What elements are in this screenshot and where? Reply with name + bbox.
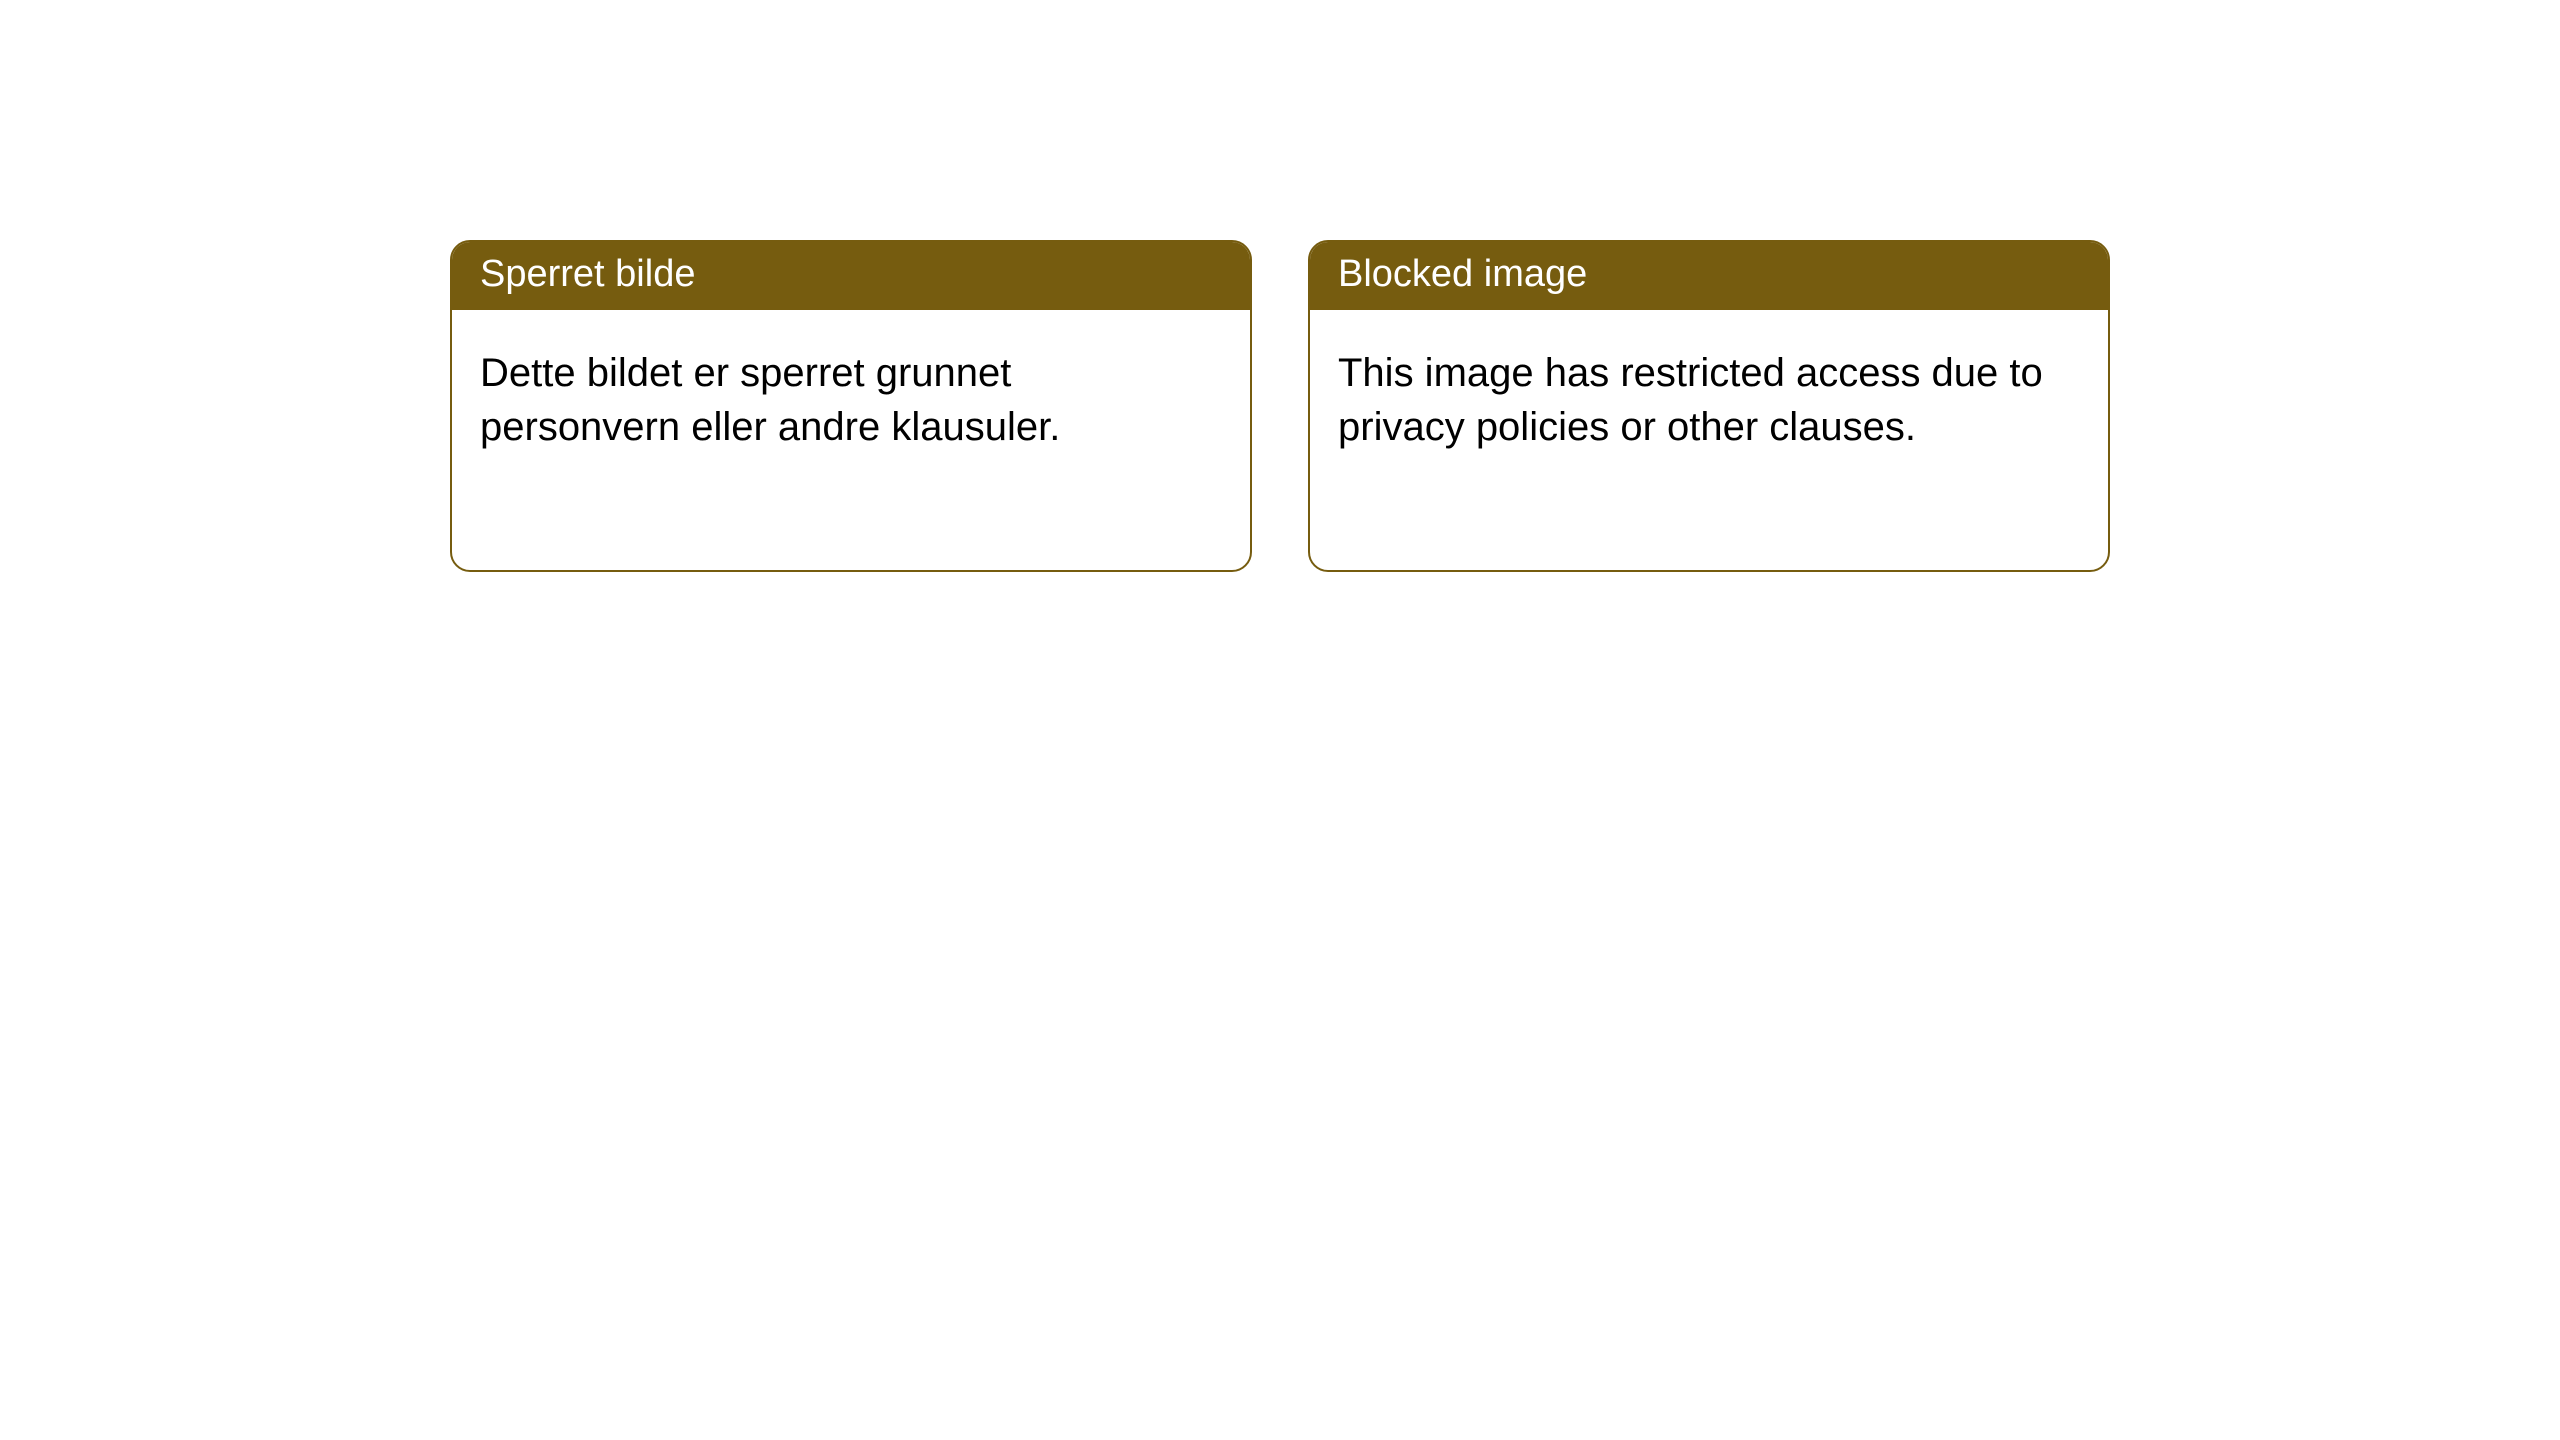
notice-body: Dette bildet er sperret grunnet personve…	[452, 310, 1250, 570]
notice-container: Sperret bilde Dette bildet er sperret gr…	[0, 0, 2560, 572]
notice-title: Sperret bilde	[452, 242, 1250, 310]
notice-card-english: Blocked image This image has restricted …	[1308, 240, 2110, 572]
notice-card-norwegian: Sperret bilde Dette bildet er sperret gr…	[450, 240, 1252, 572]
notice-title: Blocked image	[1310, 242, 2108, 310]
notice-body: This image has restricted access due to …	[1310, 310, 2108, 570]
